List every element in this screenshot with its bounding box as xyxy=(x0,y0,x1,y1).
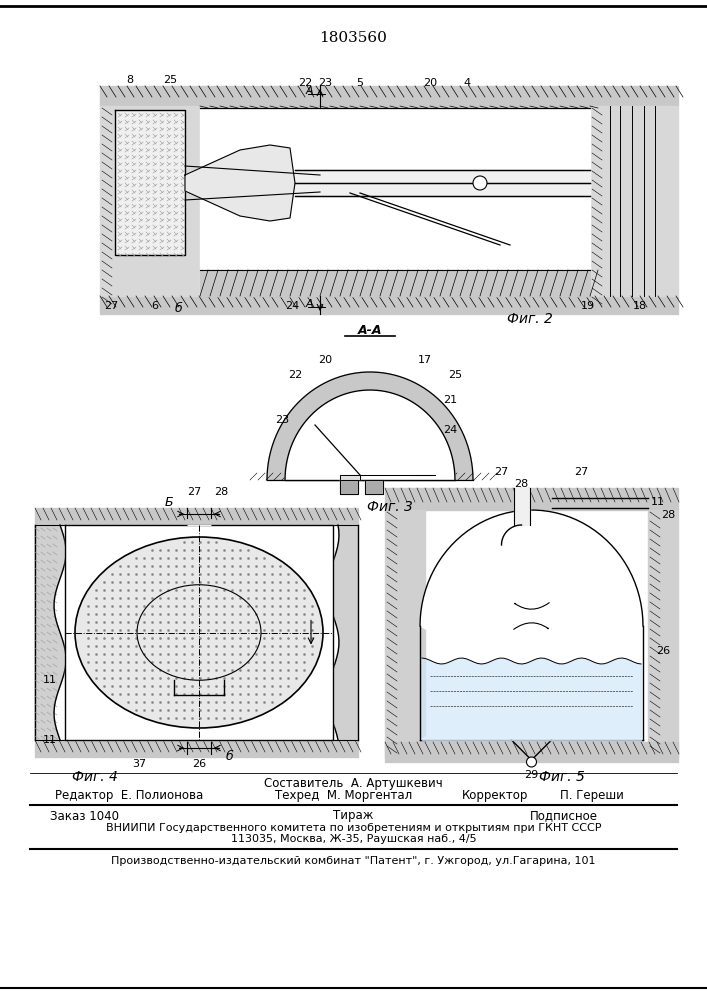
Text: Производственно-издательский комбинат "Патент", г. Ужгород, ул.Гагарина, 101: Производственно-издательский комбинат "П… xyxy=(111,856,596,866)
Polygon shape xyxy=(648,510,678,757)
Text: 23: 23 xyxy=(275,415,289,425)
Text: б: б xyxy=(174,302,182,314)
Text: Фиг. 3: Фиг. 3 xyxy=(367,500,413,514)
Text: 11: 11 xyxy=(43,735,57,745)
Text: Подписное: Подписное xyxy=(530,810,598,822)
Text: Фиг. 2: Фиг. 2 xyxy=(507,312,553,326)
Text: 18: 18 xyxy=(633,301,647,311)
Text: 5: 5 xyxy=(356,78,363,88)
Polygon shape xyxy=(115,110,185,255)
Text: 20: 20 xyxy=(423,78,437,88)
Text: 28: 28 xyxy=(661,510,675,520)
Text: б: б xyxy=(225,750,233,764)
Text: 25: 25 xyxy=(163,75,177,85)
Polygon shape xyxy=(340,480,358,494)
Text: 4: 4 xyxy=(463,78,471,88)
Text: 6: 6 xyxy=(151,301,158,311)
Text: 22: 22 xyxy=(288,370,302,380)
Ellipse shape xyxy=(75,537,323,728)
Text: Фиг. 4: Фиг. 4 xyxy=(72,770,118,784)
Text: 29: 29 xyxy=(525,770,539,780)
Polygon shape xyxy=(267,372,473,480)
Text: 21: 21 xyxy=(443,395,457,405)
Text: Корректор: Корректор xyxy=(462,790,528,802)
Text: 37: 37 xyxy=(132,759,146,769)
Text: Редактор  Е. Полионова: Редактор Е. Полионова xyxy=(55,790,203,802)
Text: 24: 24 xyxy=(285,301,299,311)
Circle shape xyxy=(473,176,487,190)
Polygon shape xyxy=(185,145,295,221)
Text: Тираж: Тираж xyxy=(333,810,374,822)
Text: 28: 28 xyxy=(214,487,228,497)
Text: 11: 11 xyxy=(651,497,665,507)
Text: 17: 17 xyxy=(418,355,432,365)
Text: 25: 25 xyxy=(448,370,462,380)
Text: A: A xyxy=(305,86,313,96)
Polygon shape xyxy=(65,525,333,740)
Text: 27: 27 xyxy=(574,467,589,477)
Polygon shape xyxy=(285,390,455,480)
Polygon shape xyxy=(200,106,590,108)
Polygon shape xyxy=(327,525,358,740)
Text: Б: Б xyxy=(165,495,173,508)
Polygon shape xyxy=(385,510,425,757)
Text: 26: 26 xyxy=(656,646,670,656)
FancyArrowPatch shape xyxy=(514,623,548,629)
Polygon shape xyxy=(365,480,383,494)
Text: A: A xyxy=(305,299,313,309)
FancyArrowPatch shape xyxy=(515,603,549,609)
Polygon shape xyxy=(100,296,678,314)
Polygon shape xyxy=(35,508,358,525)
Text: 1803560: 1803560 xyxy=(320,31,387,45)
Text: Техред  М. Моргентал: Техред М. Моргентал xyxy=(275,790,412,802)
Text: Составитель  А. Артушкевич: Составитель А. Артушкевич xyxy=(264,776,443,790)
Polygon shape xyxy=(385,488,678,510)
Text: 27: 27 xyxy=(104,301,118,311)
Polygon shape xyxy=(590,106,678,296)
Text: 22: 22 xyxy=(298,78,312,88)
Text: 20: 20 xyxy=(318,355,332,365)
Text: A-A: A-A xyxy=(358,324,382,336)
Polygon shape xyxy=(100,106,200,296)
Text: 24: 24 xyxy=(443,425,457,435)
Text: Фиг. 5: Фиг. 5 xyxy=(539,770,585,784)
Text: 27: 27 xyxy=(494,467,508,477)
Text: 113035, Москва, Ж-35, Раушская наб., 4/5: 113035, Москва, Ж-35, Раушская наб., 4/5 xyxy=(230,834,477,844)
Polygon shape xyxy=(200,108,590,296)
Polygon shape xyxy=(200,270,590,296)
Circle shape xyxy=(527,757,537,767)
Polygon shape xyxy=(420,510,643,740)
Text: П. Гереши: П. Гереши xyxy=(560,790,624,802)
Polygon shape xyxy=(513,488,530,525)
Text: ВНИИПИ Государственного комитета по изобретениям и открытиям при ГКНТ СССР: ВНИИПИ Государственного комитета по изоб… xyxy=(106,823,601,833)
Polygon shape xyxy=(35,740,358,757)
Polygon shape xyxy=(340,475,360,480)
Text: 8: 8 xyxy=(127,75,134,85)
Text: 23: 23 xyxy=(318,78,332,88)
Polygon shape xyxy=(100,86,678,106)
Text: 11: 11 xyxy=(43,675,57,685)
Text: 27: 27 xyxy=(187,487,201,497)
Text: 26: 26 xyxy=(192,759,206,769)
Text: 28: 28 xyxy=(515,479,529,489)
Polygon shape xyxy=(385,742,678,762)
Text: 19: 19 xyxy=(581,301,595,311)
Text: Заказ 1040: Заказ 1040 xyxy=(50,810,119,822)
Polygon shape xyxy=(295,170,590,196)
Polygon shape xyxy=(35,525,66,740)
